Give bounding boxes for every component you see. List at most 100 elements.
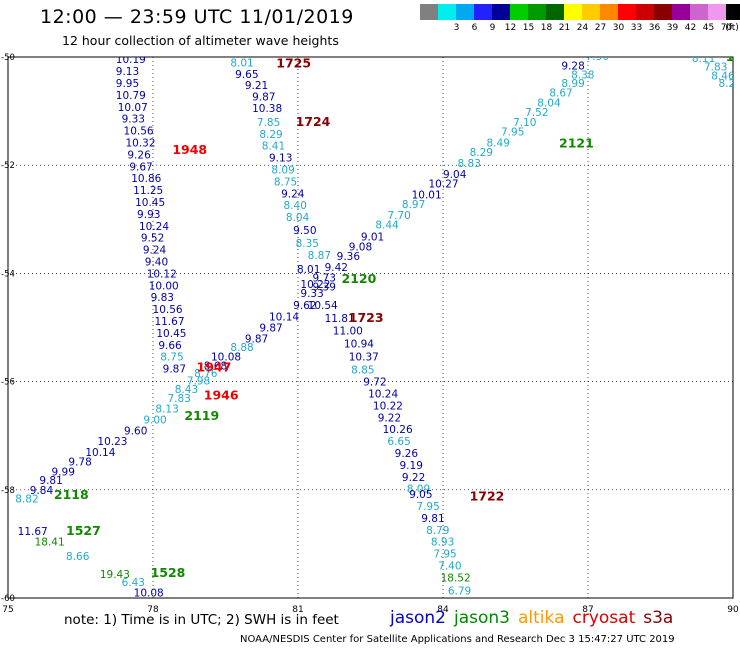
legend-swatch	[726, 4, 740, 20]
y-tick-label: -60	[1, 594, 15, 604]
wave-height-label: 8.41	[262, 141, 285, 153]
wave-height-label: 10.14	[85, 447, 115, 459]
x-tick-label: 87	[582, 605, 593, 615]
pass-time-label: 1948	[172, 142, 207, 157]
wave-height-label: 8.44	[375, 220, 399, 232]
wave-height-label: 6.43	[122, 577, 145, 589]
wave-height-label: 9.95	[116, 78, 139, 90]
wave-height-label: 9.72	[363, 377, 386, 389]
wave-height-label: 9.40	[145, 256, 168, 268]
wave-height-label: 7.83	[168, 393, 191, 405]
legend-unit: (ft)	[725, 23, 739, 33]
wave-height-label: 10.24	[139, 221, 169, 233]
wave-height-label: 8.38	[571, 69, 594, 81]
wave-height-label: 9.42	[325, 262, 348, 274]
wave-height-label: 10.45	[156, 328, 186, 340]
wave-height-label: 6.65	[387, 436, 410, 448]
wave-height-label: 9.65	[235, 69, 258, 81]
wave-height-label: 18.41	[35, 537, 65, 549]
pass-time-label: 2119	[184, 408, 219, 423]
wave-height-label: 10.19	[116, 54, 146, 66]
legend-label: 6	[471, 23, 478, 33]
pass-time-label: 2121	[559, 136, 594, 151]
wave-height-label: 7.40	[438, 561, 461, 573]
satellite-name: altika	[518, 608, 565, 628]
wave-height-label: 10.08	[211, 352, 241, 364]
wave-height-label: 8.66	[66, 551, 90, 563]
y-tick-label: -50	[1, 53, 15, 63]
wave-height-label: 10.23	[97, 436, 127, 448]
wave-height-label: 10.54	[308, 300, 338, 312]
y-tick-label: -54	[1, 269, 15, 279]
wave-height-label: 7.83	[704, 62, 727, 74]
wave-height-label: 10.07	[118, 102, 148, 114]
wave-height-label: 9.05	[409, 489, 432, 501]
wave-height-label: 7.15	[612, 30, 635, 42]
legend-label: 39	[666, 23, 679, 33]
wave-height-label: 10.00	[149, 280, 179, 292]
footer-note: note: 1) Time is in UTC; 2) SWH is in fe…	[64, 612, 339, 628]
wave-height-label: 8.85	[351, 365, 374, 377]
wave-height-label: 9.22	[378, 412, 401, 424]
wave-height-label: 8.79	[426, 525, 449, 537]
wave-height-label: 18.52	[441, 572, 471, 584]
wave-height-label: 7.36	[586, 51, 610, 63]
wave-height-label: 8.13	[155, 404, 178, 416]
wave-height-label: 9.87	[259, 323, 282, 335]
wave-height-label: 8.75	[274, 176, 297, 188]
wave-height-label: 8.97	[402, 199, 425, 211]
wave-height-label: 8.08	[622, 21, 645, 33]
plot-frame	[7, 56, 734, 599]
wave-height-label: 9.52	[141, 233, 164, 245]
wave-height-label: 8.40	[284, 200, 307, 212]
x-tick-label: 90	[727, 605, 739, 615]
wave-height-label: 8.83	[458, 158, 481, 170]
wave-height-label: 10.26	[383, 424, 413, 436]
wave-height-label: 9.13	[116, 66, 139, 78]
wave-height-label: 10.45	[135, 197, 165, 209]
wave-height-label: 9.81	[39, 475, 62, 487]
wave-height-label: 6.79	[448, 585, 471, 597]
wave-height-label: 10.86	[131, 173, 161, 185]
wave-height-label: 8.29	[259, 129, 282, 141]
wave-height-label: 7.85	[257, 117, 280, 129]
wave-height-label: 9.93	[137, 209, 160, 221]
wave-height-label: 7.95	[501, 127, 524, 139]
wave-height-label: 10.22	[373, 400, 403, 412]
wave-height-label: 10.08	[134, 588, 164, 600]
wave-height-label: 10.37	[349, 352, 379, 364]
legend-label: 24	[576, 23, 589, 33]
wave-height-label: 8.09	[271, 165, 294, 177]
wave-height-label: 8.67	[549, 88, 572, 100]
wave-height-label: 8.76	[194, 368, 218, 380]
pass-time-label: 1528	[151, 565, 186, 580]
pass-time-label: 1947	[197, 360, 232, 375]
wave-height-label: 9.83	[151, 292, 174, 304]
wave-height-label: 19.43	[100, 569, 130, 581]
wave-height-label: 9.01	[361, 232, 384, 244]
wave-height-label: 9.62	[293, 300, 316, 312]
y-tick-label: -58	[1, 486, 15, 496]
pass-time-label: 1527	[66, 523, 101, 538]
legend-label: 45	[702, 23, 715, 33]
wave-height-label: 9.24	[143, 245, 167, 257]
wave-height-label: 9.50	[293, 225, 316, 237]
satellite-name: jason2	[390, 608, 446, 628]
wave-height-label: 7.95	[433, 549, 456, 561]
wave-height-label: 9.84	[30, 485, 54, 497]
wave-height-label: 9.36	[337, 251, 361, 263]
wave-height-label: 9.08	[349, 241, 372, 253]
wave-height-label: 7.98	[187, 376, 210, 388]
satellite-name: jason3	[454, 608, 510, 628]
legend-label: 33	[630, 23, 643, 33]
wave-height-label: 8.68	[204, 360, 227, 372]
data-label-layer: 10.199.139.9510.7910.079.3310.5610.329.2…	[15, 21, 733, 600]
x-tick-label: 84	[437, 605, 449, 615]
legend-label: 21	[558, 23, 571, 33]
satellite-name: cryosat	[572, 608, 636, 628]
wave-height-label: 9.78	[68, 457, 91, 469]
pass-time-label: 1725	[276, 55, 311, 70]
wave-height-label: 9.00	[143, 414, 166, 426]
wave-height-label: 7.52	[525, 107, 548, 119]
